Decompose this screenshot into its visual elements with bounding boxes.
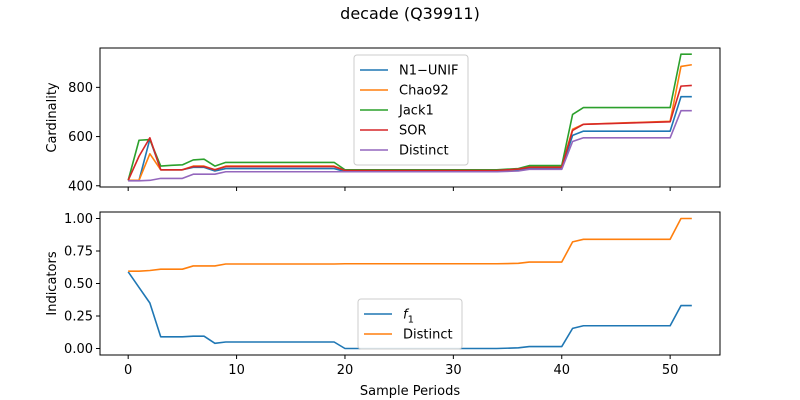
indicators-chart: 0.00 0.25 0.50 0.75 1.00 0 10 20 30 40 50 Indicator… [45,211,721,399]
legend-label-1: Chao92 [399,84,449,99]
x-tick-label: 20 [337,363,354,378]
legend-box [357,298,463,350]
y-axis-label: Cardinality [45,82,60,153]
y-tick-label: 800 [68,81,93,96]
figure-title: decade (Q39911) [340,4,480,23]
series-line-3 [127,84,692,181]
y-tick-label: 600 [68,130,93,145]
legend-label-2: Jack1 [398,104,434,119]
cardinality-chart: 400 600 800 Cardinality N1−UNIF Chao92 Jack1 SO… [45,47,721,194]
series-line-0 [127,271,692,350]
series-line-2 [127,53,692,181]
x-tick-label: 0 [124,363,132,378]
x-tick-label: 30 [445,363,462,378]
legend: f1 Distinct [357,298,463,350]
x-tick-label: 40 [553,363,570,378]
legend-label-0: N1−UNIF [399,64,458,79]
series-group [127,217,692,350]
series-line-4 [128,109,692,182]
legend-box [353,54,469,166]
y-tick-label: 0.50 [64,277,93,292]
legend-label-1: Distinct [403,328,453,343]
plot-frame [99,47,721,188]
y-tick-label: 400 [68,179,93,194]
y-axis-label: Indicators [45,251,60,315]
series-line-1 [128,217,692,272]
x-tick-label: 10 [228,363,245,378]
y-tick-label: 0.75 [64,245,93,260]
legend-label-3: SOR [399,124,427,139]
x-axis-label: Sample Periods [360,384,460,399]
legend-label-4: Distinct [399,144,449,159]
legend: N1−UNIF Chao92 Jack1 SOR Distinct [353,54,469,166]
x-tick-label: 50 [662,363,679,378]
y-tick-label: 0.00 [64,342,93,357]
legend-label-0: f1 [403,308,414,326]
y-tick-label: 1.00 [64,212,93,227]
series-group [127,53,692,182]
y-tick-label: 0.25 [64,310,93,325]
